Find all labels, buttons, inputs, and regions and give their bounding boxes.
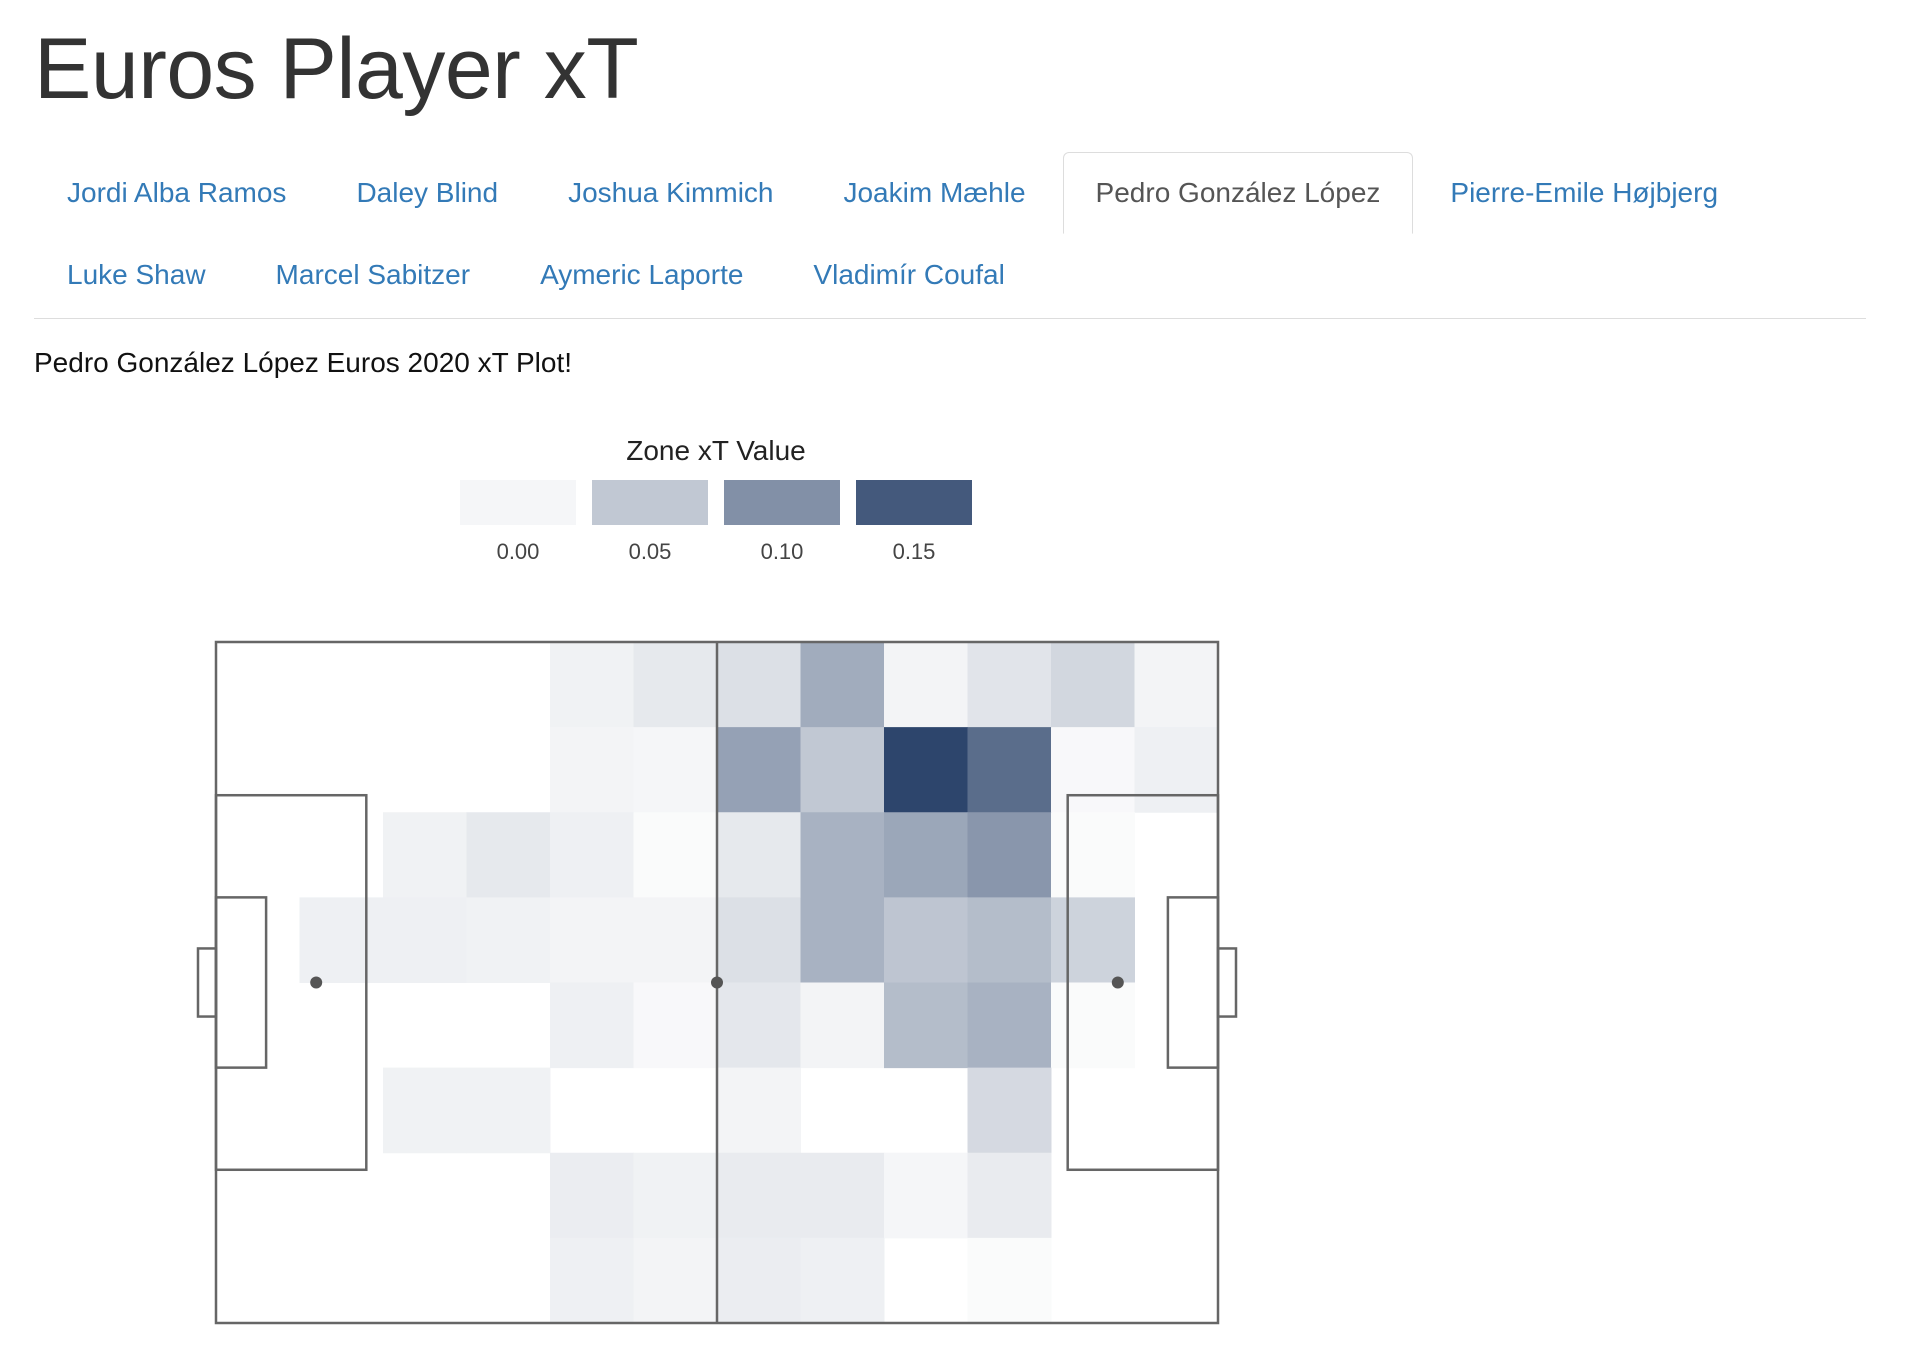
zone-r2-c6 — [717, 812, 801, 898]
zone-r1-c6 — [717, 727, 801, 813]
zone-r5-c9 — [967, 1067, 1052, 1154]
zone-r3-c8 — [884, 897, 968, 983]
player-tabs: Jordi Alba Ramos Daley Blind Joshua Kimm… — [34, 152, 1866, 319]
tab-joshua-kimmich[interactable]: Joshua Kimmich — [568, 177, 774, 208]
centre-spot — [711, 976, 723, 989]
zone-r6-c5 — [633, 1152, 718, 1239]
zone-r3-c6 — [717, 897, 801, 983]
zone-r4-c8 — [884, 982, 968, 1069]
zone-r1-c7 — [800, 727, 885, 813]
zone-r7-c9 — [967, 1237, 1052, 1324]
zone-r3-c5 — [633, 897, 718, 983]
legend-label-1: 0.05 — [629, 539, 672, 564]
zone-r1-c9 — [967, 727, 1052, 813]
zone-r0-c10 — [1051, 642, 1135, 728]
xt-heatmap-chart: Zone xT Value 0.00 0.05 0.10 0.15 — [196, 435, 1238, 1325]
zone-r6-c7 — [800, 1152, 885, 1239]
zone-r6-c8 — [884, 1152, 968, 1239]
zone-r5-c3 — [466, 1067, 551, 1154]
zone-r4-c5 — [633, 982, 718, 1069]
heatmap-zones — [299, 642, 1219, 1324]
zone-r0-c9 — [967, 642, 1052, 728]
tab-row-1: Jordi Alba Ramos Daley Blind Joshua Kimm… — [34, 152, 1755, 234]
zone-r0-c6 — [717, 642, 801, 728]
zone-r6-c9 — [967, 1152, 1052, 1239]
zone-r0-c11 — [1134, 642, 1219, 728]
zone-r5-c6 — [717, 1067, 801, 1154]
zone-r2-c8 — [884, 812, 968, 898]
zone-r3-c1 — [299, 897, 384, 983]
zone-r3-c4 — [550, 897, 634, 983]
zone-r6-c6 — [717, 1152, 801, 1239]
legend-title: Zone xT Value — [626, 435, 806, 466]
left-six-yard-box — [214, 896, 268, 1069]
tab-vladimir-coufal[interactable]: Vladimír Coufal — [813, 259, 1005, 290]
page-title: Euros Player xT — [34, 21, 639, 117]
right-six-yard-box — [1166, 896, 1220, 1069]
zone-r2-c2 — [383, 812, 467, 898]
zone-r3-c9 — [967, 897, 1052, 983]
tab-aymeric-laporte[interactable]: Aymeric Laporte — [540, 259, 744, 290]
legend-label-0: 0.00 — [497, 539, 540, 564]
zone-r4-c9 — [967, 982, 1052, 1069]
zone-r0-c4 — [550, 642, 634, 728]
zone-r4-c7 — [800, 982, 885, 1069]
zone-r1-c11 — [1134, 727, 1219, 813]
zone-r0-c5 — [633, 642, 718, 728]
left-goal — [196, 947, 218, 1018]
zone-r3-c2 — [383, 897, 467, 983]
zone-r1-c8 — [884, 727, 968, 813]
zone-r5-c2 — [383, 1067, 467, 1154]
plot-caption: Pedro González López Euros 2020 xT Plot! — [34, 347, 573, 378]
zone-r2-c4 — [550, 812, 634, 898]
tab-row-2: Luke Shaw Marcel Sabitzer Aymeric Laport… — [34, 234, 1042, 316]
right-goal — [1216, 947, 1238, 1018]
zone-r1-c10 — [1051, 727, 1135, 813]
zone-r7-c5 — [633, 1237, 718, 1324]
zone-r2-c10 — [1051, 812, 1135, 898]
zone-r2-c3 — [466, 812, 551, 898]
xt-plot: Zone xT Value 0.00 0.05 0.10 0.15 — [180, 425, 1260, 1335]
legend-key-3 — [856, 480, 972, 525]
zone-r1-c4 — [550, 727, 634, 813]
legend-key-1 — [592, 480, 708, 525]
left-penalty-spot — [310, 976, 323, 989]
tab-joakim-maehle[interactable]: Joakim Mæhle — [843, 177, 1026, 208]
legend: Zone xT Value 0.00 0.05 0.10 0.15 — [460, 435, 972, 564]
zone-r0-c8 — [884, 642, 968, 728]
zone-r7-c6 — [717, 1237, 801, 1324]
legend-key-2 — [724, 480, 840, 525]
tab-jordi-alba-ramos[interactable]: Jordi Alba Ramos — [67, 177, 287, 208]
zone-r1-c5 — [633, 727, 718, 813]
zone-r3-c3 — [466, 897, 551, 983]
tab-pierre-emile-hojbjerg[interactable]: Pierre-Emile Højbjerg — [1450, 177, 1719, 208]
tab-daley-blind[interactable]: Daley Blind — [356, 177, 499, 208]
legend-key-0 — [460, 480, 576, 525]
zone-r7-c7 — [800, 1237, 885, 1324]
tab-marcel-sabitzer[interactable]: Marcel Sabitzer — [275, 259, 471, 290]
zone-r6-c4 — [550, 1152, 634, 1239]
legend-label-2: 0.10 — [761, 539, 804, 564]
zone-r7-c4 — [550, 1237, 634, 1324]
pitch-lines — [196, 640, 1238, 1325]
right-penalty-spot — [1111, 976, 1124, 989]
zone-r4-c4 — [550, 982, 634, 1069]
zone-r4-c6 — [717, 982, 801, 1069]
legend-label-3: 0.15 — [893, 539, 936, 564]
zone-r3-c10 — [1051, 897, 1135, 983]
zone-r3-c7 — [800, 897, 885, 983]
zone-r4-c10 — [1051, 982, 1135, 1069]
zone-r2-c7 — [800, 812, 885, 898]
tab-pedro-gonzalez-lopez[interactable]: Pedro González López — [1062, 152, 1414, 234]
tab-luke-shaw[interactable]: Luke Shaw — [67, 259, 206, 290]
zone-r0-c7 — [800, 642, 885, 728]
zone-r2-c9 — [967, 812, 1052, 898]
zone-r2-c5 — [633, 812, 718, 898]
